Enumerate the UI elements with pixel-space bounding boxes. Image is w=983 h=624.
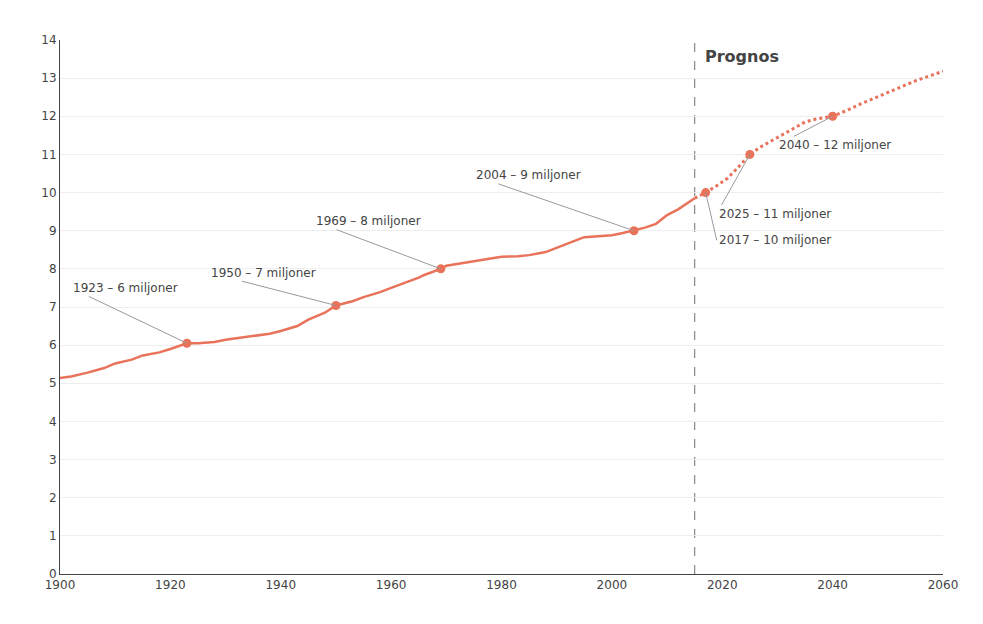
svg-text:1969 – 8 miljoner: 1969 – 8 miljoner <box>316 214 421 228</box>
svg-text:1940: 1940 <box>265 578 296 592</box>
svg-text:1950 – 7 miljoner: 1950 – 7 miljoner <box>211 266 316 280</box>
svg-text:2020: 2020 <box>707 578 738 592</box>
svg-text:6: 6 <box>49 338 57 352</box>
svg-text:4: 4 <box>49 415 57 429</box>
svg-text:2: 2 <box>49 491 57 505</box>
svg-text:1980: 1980 <box>486 578 517 592</box>
svg-text:2004 – 9 miljoner: 2004 – 9 miljoner <box>476 168 581 182</box>
svg-text:1: 1 <box>49 529 57 543</box>
svg-text:1960: 1960 <box>376 578 407 592</box>
svg-text:7: 7 <box>49 300 57 314</box>
svg-text:1900: 1900 <box>45 578 76 592</box>
svg-text:1923 – 6 miljoner: 1923 – 6 miljoner <box>73 281 178 295</box>
svg-text:10: 10 <box>41 186 56 200</box>
svg-text:14: 14 <box>41 33 56 47</box>
svg-text:5: 5 <box>49 376 57 390</box>
svg-text:3: 3 <box>49 453 57 467</box>
svg-text:2017 – 10 miljoner: 2017 – 10 miljoner <box>719 233 831 247</box>
svg-text:13: 13 <box>41 71 56 85</box>
svg-text:2060: 2060 <box>928 578 959 592</box>
svg-text:9: 9 <box>49 224 57 238</box>
svg-text:0: 0 <box>49 567 57 581</box>
svg-text:1920: 1920 <box>155 578 186 592</box>
svg-text:2040 – 12 miljoner: 2040 – 12 miljoner <box>779 138 891 152</box>
svg-text:12: 12 <box>41 109 56 123</box>
svg-text:2025 – 11 miljoner: 2025 – 11 miljoner <box>719 207 831 221</box>
svg-text:2000: 2000 <box>597 578 628 592</box>
svg-text:2040: 2040 <box>817 578 848 592</box>
svg-text:Prognos: Prognos <box>705 47 779 66</box>
svg-text:11: 11 <box>41 148 56 162</box>
svg-text:8: 8 <box>49 262 57 276</box>
